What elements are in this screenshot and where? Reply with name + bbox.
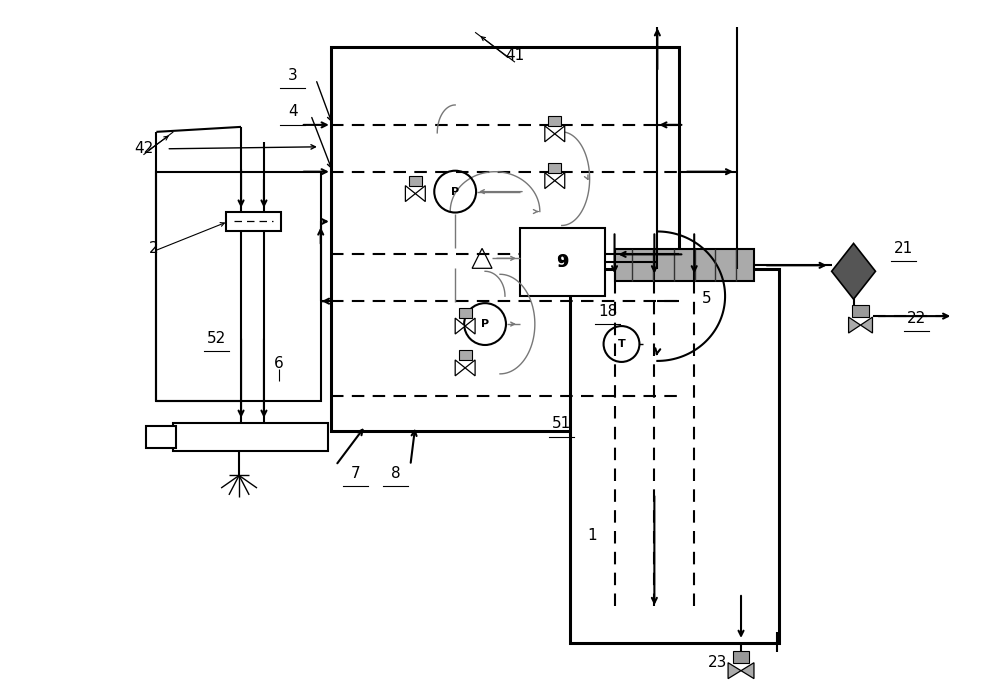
- Bar: [733, 651, 749, 663]
- Bar: [520, 228, 605, 296]
- Polygon shape: [545, 126, 555, 142]
- Text: P: P: [481, 319, 489, 329]
- Bar: [156, 172, 321, 401]
- Text: 1: 1: [587, 528, 596, 543]
- Polygon shape: [455, 360, 465, 376]
- Bar: [409, 176, 422, 186]
- Polygon shape: [832, 244, 875, 299]
- Bar: [570, 270, 779, 643]
- Polygon shape: [545, 173, 555, 189]
- Bar: [459, 308, 472, 318]
- Bar: [615, 250, 754, 281]
- Bar: [173, 423, 328, 451]
- Polygon shape: [555, 126, 565, 142]
- Polygon shape: [465, 318, 475, 334]
- Polygon shape: [728, 663, 741, 678]
- Bar: [226, 211, 281, 231]
- Text: 8: 8: [391, 466, 400, 481]
- Bar: [146, 426, 176, 447]
- Polygon shape: [415, 186, 425, 202]
- Text: 21: 21: [894, 241, 913, 256]
- Text: 7: 7: [351, 466, 360, 481]
- Text: 3: 3: [288, 68, 298, 82]
- Bar: [852, 305, 869, 317]
- Text: 22: 22: [907, 311, 926, 326]
- Bar: [331, 47, 679, 431]
- Text: T: T: [618, 339, 625, 349]
- Polygon shape: [861, 317, 872, 333]
- Polygon shape: [555, 173, 565, 189]
- Text: 5: 5: [702, 291, 712, 306]
- Polygon shape: [849, 317, 861, 333]
- Text: 41: 41: [505, 47, 525, 62]
- Text: P: P: [451, 187, 459, 197]
- Polygon shape: [455, 318, 465, 334]
- Text: 52: 52: [207, 331, 226, 346]
- Text: 42: 42: [134, 141, 153, 156]
- Polygon shape: [741, 663, 754, 678]
- Bar: [459, 350, 472, 360]
- Text: 23: 23: [707, 655, 727, 670]
- Text: 9: 9: [557, 255, 567, 270]
- Bar: [548, 116, 561, 126]
- Text: 18: 18: [598, 304, 617, 318]
- Bar: [548, 163, 561, 173]
- Text: 2: 2: [149, 241, 158, 256]
- Text: 4: 4: [288, 104, 298, 119]
- Text: 9: 9: [556, 253, 568, 272]
- Polygon shape: [405, 186, 415, 202]
- Polygon shape: [465, 360, 475, 376]
- Text: 6: 6: [274, 357, 284, 371]
- Text: 51: 51: [552, 416, 571, 431]
